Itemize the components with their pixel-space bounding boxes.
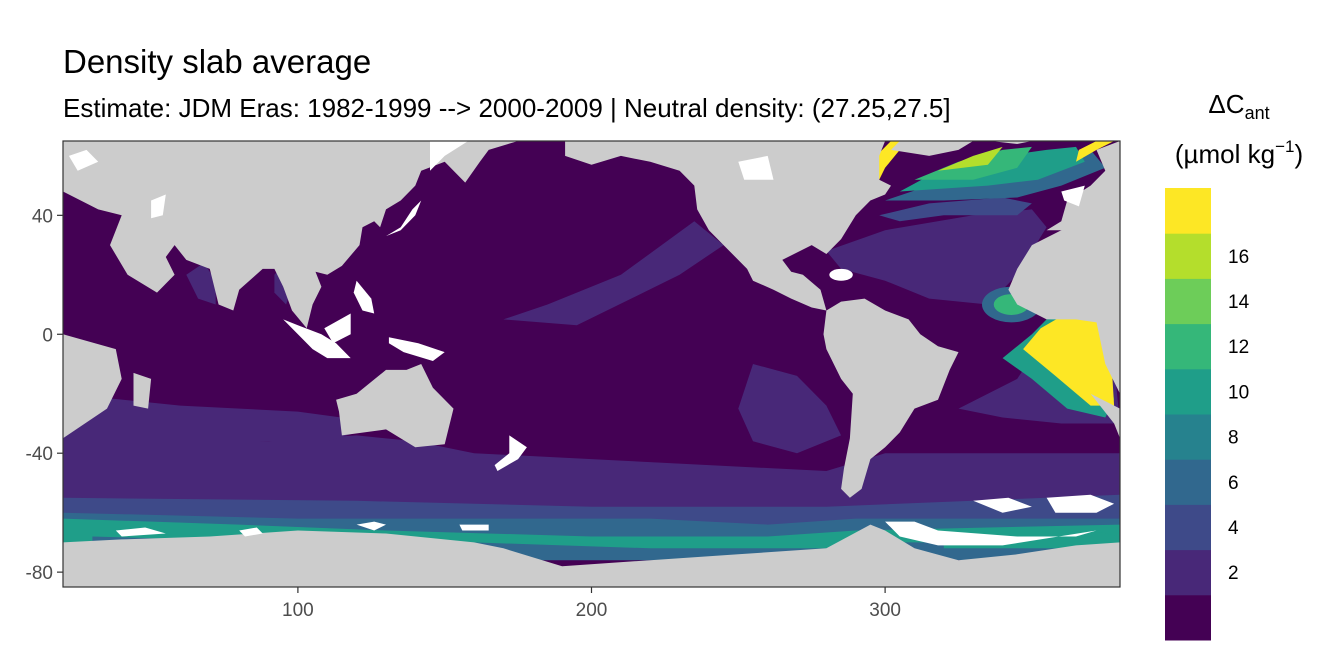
legend-swatch-9 bbox=[1165, 233, 1211, 279]
north-atlantic-subtropical-2 bbox=[826, 209, 1047, 305]
land-west-africa bbox=[1008, 227, 1120, 394]
weddell-ice-shelf bbox=[885, 521, 1097, 546]
legend-swatch-5 bbox=[1165, 414, 1211, 460]
legend-label-16: 16 bbox=[1228, 247, 1249, 268]
north-atlantic-3 bbox=[879, 197, 1032, 222]
legend: 2 4 6 8 10 12 14 16 ΔCant (µmol kg−1) bbox=[1165, 89, 1303, 641]
x-tick-label-1: 200 bbox=[576, 600, 608, 621]
land-africa-east-strip bbox=[63, 141, 122, 439]
land-nz bbox=[494, 435, 527, 471]
arabian-sea-2 bbox=[186, 262, 216, 305]
nordic-10 bbox=[1076, 141, 1115, 162]
land-japan bbox=[386, 200, 422, 237]
land-borneo bbox=[324, 313, 351, 344]
missing-med bbox=[1061, 185, 1085, 207]
legend-label-10: 10 bbox=[1228, 382, 1249, 403]
missing-caspian bbox=[151, 194, 166, 219]
legend-swatch-2 bbox=[1165, 549, 1211, 596]
land-antarctica bbox=[63, 524, 1120, 587]
land-eurasia bbox=[63, 141, 519, 329]
y-tick-label-2: -40 bbox=[26, 444, 53, 465]
legend-swatch-1 bbox=[1165, 594, 1211, 641]
legend-label-4: 4 bbox=[1228, 518, 1239, 539]
x-tick-label-0: 100 bbox=[282, 600, 314, 621]
legend-swatch-6 bbox=[1165, 368, 1211, 415]
land-indonesia bbox=[283, 319, 351, 359]
missing-baltic bbox=[68, 149, 99, 171]
chart-title: Density slab average bbox=[63, 43, 372, 80]
land-madagascar bbox=[133, 372, 152, 409]
legend-swatch-3 bbox=[1165, 504, 1211, 551]
legend-label-12: 12 bbox=[1228, 337, 1249, 358]
pacific-east-band-2 bbox=[738, 364, 842, 454]
missing-2 bbox=[239, 527, 263, 537]
y-tick-label-0: 40 bbox=[32, 206, 53, 227]
land-iceland bbox=[990, 141, 1032, 144]
legend-swatch-7 bbox=[1165, 323, 1211, 370]
legend-unit: (µmol kg−1) bbox=[1175, 137, 1303, 169]
x-tick-label-2: 300 bbox=[869, 600, 901, 621]
missing-5 bbox=[973, 497, 1032, 513]
legend-label-2: 2 bbox=[1228, 563, 1239, 584]
land-greenland bbox=[891, 141, 974, 156]
missing-caribbean bbox=[829, 268, 853, 281]
chart-subtitle: Estimate: JDM Eras: 1982-1999 --> 2000-2… bbox=[63, 93, 951, 123]
weddell-ice-north bbox=[1046, 494, 1115, 513]
land-europe bbox=[1046, 141, 1120, 251]
y-tick-label-1: 0 bbox=[42, 325, 53, 346]
map-panel bbox=[63, 141, 1120, 587]
land-north-america bbox=[565, 141, 891, 311]
legend-label-14: 14 bbox=[1228, 292, 1250, 313]
legend-label-8: 8 bbox=[1228, 428, 1239, 449]
subpolar-9 bbox=[938, 146, 1003, 171]
legend-swatch-8 bbox=[1165, 278, 1211, 325]
missing-okhotsk bbox=[430, 141, 469, 171]
land-south-america bbox=[823, 298, 959, 498]
legend-swatch-4 bbox=[1165, 459, 1211, 505]
land-new-guinea bbox=[388, 337, 445, 361]
legend-label-6: 6 bbox=[1228, 473, 1239, 494]
land-philippines bbox=[353, 280, 375, 314]
y-tick-label-3: -80 bbox=[26, 563, 53, 584]
south-atlantic-east-17 bbox=[1023, 316, 1115, 406]
missing-4 bbox=[459, 524, 489, 531]
pacific-tropical-band-2 bbox=[503, 221, 724, 326]
land-south-africa-edge bbox=[1090, 393, 1120, 439]
missing-1 bbox=[115, 527, 166, 537]
missing-3 bbox=[356, 521, 386, 531]
missing-hudson bbox=[738, 155, 774, 180]
land-australia bbox=[336, 364, 454, 448]
legend-title: ΔCant bbox=[1208, 89, 1269, 123]
legend-swatch-10 bbox=[1165, 188, 1211, 234]
